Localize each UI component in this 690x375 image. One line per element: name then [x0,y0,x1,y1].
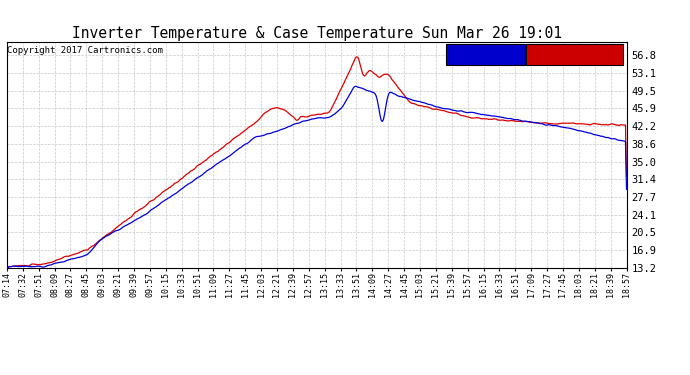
Text: Copyright 2017 Cartronics.com: Copyright 2017 Cartronics.com [7,46,163,55]
Text: Inverter  (°C): Inverter (°C) [533,49,616,59]
Text: Case  (°C): Case (°C) [456,49,515,59]
Title: Inverter Temperature & Case Temperature Sun Mar 26 19:01: Inverter Temperature & Case Temperature … [72,26,562,41]
